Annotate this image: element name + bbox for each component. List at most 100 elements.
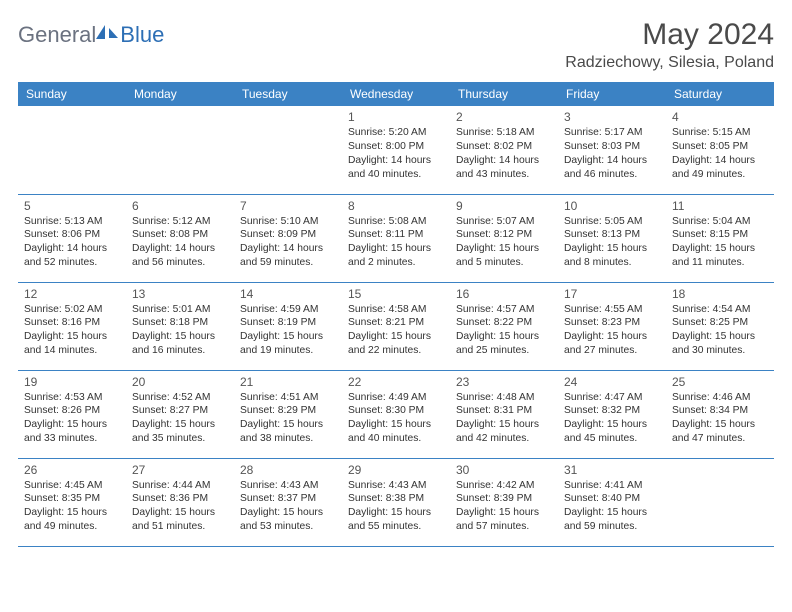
day-cell: 7Sunrise: 5:10 AMSunset: 8:09 PMDaylight… (234, 194, 342, 282)
sunrise-line: Sunrise: 5:15 AM (672, 126, 768, 140)
day-number: 11 (672, 199, 768, 213)
daylight-line: Daylight: 15 hours and 40 minutes. (348, 418, 444, 446)
day-number: 8 (348, 199, 444, 213)
sunset-line: Sunset: 8:22 PM (456, 316, 552, 330)
sunset-line: Sunset: 8:02 PM (456, 140, 552, 154)
sunset-line: Sunset: 8:23 PM (564, 316, 660, 330)
sunset-line: Sunset: 8:16 PM (24, 316, 120, 330)
sunset-line: Sunset: 8:32 PM (564, 404, 660, 418)
sunset-line: Sunset: 8:03 PM (564, 140, 660, 154)
sunset-line: Sunset: 8:11 PM (348, 228, 444, 242)
sunrise-line: Sunrise: 5:04 AM (672, 215, 768, 229)
daylight-line: Daylight: 15 hours and 22 minutes. (348, 330, 444, 358)
day-cell: 22Sunrise: 4:49 AMSunset: 8:30 PMDayligh… (342, 370, 450, 458)
weekday-header: Saturday (666, 82, 774, 106)
empty-cell (234, 106, 342, 194)
day-number: 7 (240, 199, 336, 213)
day-cell: 28Sunrise: 4:43 AMSunset: 8:37 PMDayligh… (234, 458, 342, 546)
day-number: 6 (132, 199, 228, 213)
day-number: 24 (564, 375, 660, 389)
sunset-line: Sunset: 8:13 PM (564, 228, 660, 242)
daylight-line: Daylight: 15 hours and 49 minutes. (24, 506, 120, 534)
daylight-line: Daylight: 15 hours and 51 minutes. (132, 506, 228, 534)
day-cell: 14Sunrise: 4:59 AMSunset: 8:19 PMDayligh… (234, 282, 342, 370)
day-cell: 10Sunrise: 5:05 AMSunset: 8:13 PMDayligh… (558, 194, 666, 282)
sunrise-line: Sunrise: 5:08 AM (348, 215, 444, 229)
sunset-line: Sunset: 8:00 PM (348, 140, 444, 154)
daylight-line: Daylight: 15 hours and 19 minutes. (240, 330, 336, 358)
sunset-line: Sunset: 8:29 PM (240, 404, 336, 418)
day-cell: 21Sunrise: 4:51 AMSunset: 8:29 PMDayligh… (234, 370, 342, 458)
sunset-line: Sunset: 8:06 PM (24, 228, 120, 242)
sunset-line: Sunset: 8:31 PM (456, 404, 552, 418)
day-cell: 31Sunrise: 4:41 AMSunset: 8:40 PMDayligh… (558, 458, 666, 546)
sunset-line: Sunset: 8:21 PM (348, 316, 444, 330)
sunrise-line: Sunrise: 5:01 AM (132, 303, 228, 317)
sunrise-line: Sunrise: 4:49 AM (348, 391, 444, 405)
day-number: 23 (456, 375, 552, 389)
sunset-line: Sunset: 8:12 PM (456, 228, 552, 242)
empty-cell (666, 458, 774, 546)
weekday-header: Tuesday (234, 82, 342, 106)
daylight-line: Daylight: 15 hours and 47 minutes. (672, 418, 768, 446)
sunrise-line: Sunrise: 5:13 AM (24, 215, 120, 229)
daylight-line: Daylight: 15 hours and 2 minutes. (348, 242, 444, 270)
sunset-line: Sunset: 8:40 PM (564, 492, 660, 506)
sunrise-line: Sunrise: 5:05 AM (564, 215, 660, 229)
brand-logo: General Blue (18, 22, 164, 48)
sunrise-line: Sunrise: 4:51 AM (240, 391, 336, 405)
sunrise-line: Sunrise: 4:48 AM (456, 391, 552, 405)
sunset-line: Sunset: 8:38 PM (348, 492, 444, 506)
sunset-line: Sunset: 8:25 PM (672, 316, 768, 330)
daylight-line: Daylight: 15 hours and 35 minutes. (132, 418, 228, 446)
sunrise-line: Sunrise: 4:46 AM (672, 391, 768, 405)
sunrise-line: Sunrise: 4:42 AM (456, 479, 552, 493)
sunset-line: Sunset: 8:34 PM (672, 404, 768, 418)
brand-part2: Blue (120, 22, 164, 48)
sunset-line: Sunset: 8:08 PM (132, 228, 228, 242)
daylight-line: Daylight: 15 hours and 14 minutes. (24, 330, 120, 358)
day-cell: 27Sunrise: 4:44 AMSunset: 8:36 PMDayligh… (126, 458, 234, 546)
sunrise-line: Sunrise: 4:45 AM (24, 479, 120, 493)
daylight-line: Daylight: 15 hours and 45 minutes. (564, 418, 660, 446)
sunrise-line: Sunrise: 4:55 AM (564, 303, 660, 317)
sunset-line: Sunset: 8:19 PM (240, 316, 336, 330)
sunrise-line: Sunrise: 4:57 AM (456, 303, 552, 317)
sunset-line: Sunset: 8:09 PM (240, 228, 336, 242)
sunset-line: Sunset: 8:35 PM (24, 492, 120, 506)
brand-triangle-icon (96, 25, 105, 39)
day-number: 12 (24, 287, 120, 301)
sunrise-line: Sunrise: 5:02 AM (24, 303, 120, 317)
weekday-header: Friday (558, 82, 666, 106)
day-cell: 25Sunrise: 4:46 AMSunset: 8:34 PMDayligh… (666, 370, 774, 458)
sunrise-line: Sunrise: 4:52 AM (132, 391, 228, 405)
day-number: 4 (672, 110, 768, 124)
location-text: Radziechowy, Silesia, Poland (565, 54, 774, 72)
day-number: 30 (456, 463, 552, 477)
day-cell: 13Sunrise: 5:01 AMSunset: 8:18 PMDayligh… (126, 282, 234, 370)
day-number: 5 (24, 199, 120, 213)
day-cell: 18Sunrise: 4:54 AMSunset: 8:25 PMDayligh… (666, 282, 774, 370)
day-number: 26 (24, 463, 120, 477)
daylight-line: Daylight: 15 hours and 16 minutes. (132, 330, 228, 358)
day-cell: 5Sunrise: 5:13 AMSunset: 8:06 PMDaylight… (18, 194, 126, 282)
sunrise-line: Sunrise: 4:53 AM (24, 391, 120, 405)
sunrise-line: Sunrise: 5:18 AM (456, 126, 552, 140)
weekday-header: Sunday (18, 82, 126, 106)
day-cell: 29Sunrise: 4:43 AMSunset: 8:38 PMDayligh… (342, 458, 450, 546)
day-cell: 11Sunrise: 5:04 AMSunset: 8:15 PMDayligh… (666, 194, 774, 282)
daylight-line: Daylight: 15 hours and 27 minutes. (564, 330, 660, 358)
daylight-line: Daylight: 14 hours and 56 minutes. (132, 242, 228, 270)
sunset-line: Sunset: 8:27 PM (132, 404, 228, 418)
daylight-line: Daylight: 15 hours and 11 minutes. (672, 242, 768, 270)
day-number: 27 (132, 463, 228, 477)
sunset-line: Sunset: 8:05 PM (672, 140, 768, 154)
daylight-line: Daylight: 15 hours and 33 minutes. (24, 418, 120, 446)
day-number: 17 (564, 287, 660, 301)
day-cell: 19Sunrise: 4:53 AMSunset: 8:26 PMDayligh… (18, 370, 126, 458)
sunrise-line: Sunrise: 4:41 AM (564, 479, 660, 493)
day-number: 15 (348, 287, 444, 301)
day-cell: 15Sunrise: 4:58 AMSunset: 8:21 PMDayligh… (342, 282, 450, 370)
day-number: 18 (672, 287, 768, 301)
title-block: May 2024 Radziechowy, Silesia, Poland (565, 18, 774, 72)
